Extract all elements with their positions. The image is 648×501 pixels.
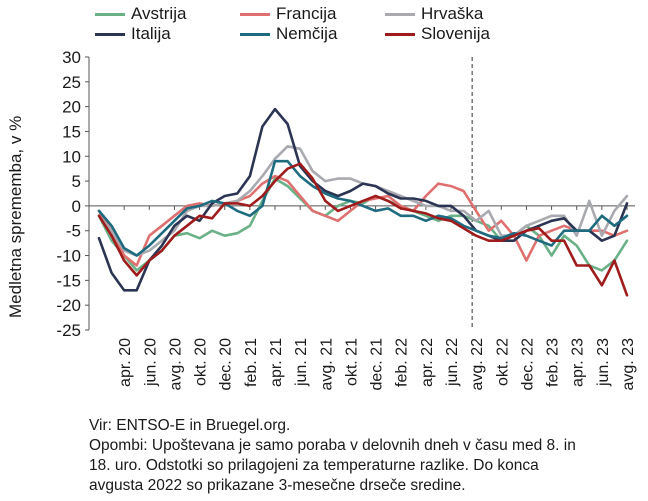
note-line-3: avgusta 2022 so prikazane 3-mesečne drse… bbox=[89, 477, 466, 494]
legend-swatch bbox=[240, 32, 270, 36]
y-tick-label: 10 bbox=[62, 147, 81, 166]
legend-label: Francija bbox=[276, 4, 337, 23]
x-tick-label: avg. 21 bbox=[318, 338, 335, 391]
x-tick-label: apr. 20 bbox=[117, 338, 134, 387]
note-line-1: Opombi: Upoštevana je samo poraba v delo… bbox=[89, 437, 576, 454]
y-tick-label: 25 bbox=[62, 73, 81, 92]
legend-item-hrvaška: Hrvaška bbox=[385, 4, 483, 24]
y-tick-label: 15 bbox=[62, 122, 81, 141]
x-tick-label: dec. 21 bbox=[369, 338, 386, 391]
legend-item-avstrija: Avstrija bbox=[95, 4, 186, 24]
legend-swatch bbox=[385, 32, 415, 36]
y-tick-label: 20 bbox=[62, 98, 81, 117]
series-line-francija bbox=[97, 174, 629, 267]
legend-swatch bbox=[240, 12, 270, 16]
x-tick-label: dec. 22 bbox=[519, 338, 536, 391]
x-tick-label: feb. 23 bbox=[545, 338, 562, 387]
y-axis-label: Medletna sprememba, v % bbox=[6, 115, 25, 318]
y-tick-label: -5 bbox=[66, 222, 81, 241]
x-tick-label: okt. 20 bbox=[193, 338, 210, 386]
y-tick-label: 5 bbox=[72, 172, 81, 191]
legend-swatch bbox=[95, 32, 125, 36]
x-tick-label: avg. 20 bbox=[167, 338, 184, 391]
x-tick-label: feb. 21 bbox=[243, 338, 260, 387]
y-tick-label: -25 bbox=[56, 321, 81, 340]
x-tick-label: avg. 23 bbox=[620, 338, 637, 391]
y-tick-label: -10 bbox=[56, 247, 81, 266]
legend-label: Italija bbox=[131, 24, 171, 43]
y-tick-label: 30 bbox=[62, 48, 81, 67]
x-tick-label: apr. 22 bbox=[419, 338, 436, 387]
series-line-italija bbox=[97, 107, 629, 292]
legend-label: Avstrija bbox=[131, 4, 187, 23]
x-tick-label: okt. 22 bbox=[494, 338, 511, 386]
series-line-nemčija bbox=[97, 159, 629, 257]
legend-swatch bbox=[385, 12, 415, 16]
chart-series-group bbox=[97, 107, 629, 297]
x-tick-label: okt. 21 bbox=[343, 338, 360, 386]
legend-item-nemčija: Nemčija bbox=[240, 24, 337, 44]
x-tick-label: jun. 23 bbox=[595, 338, 612, 387]
legend-label: Slovenija bbox=[421, 24, 490, 43]
y-tick-label: -20 bbox=[56, 296, 81, 315]
legend-swatch bbox=[95, 12, 125, 16]
x-tick-label: jun. 20 bbox=[142, 338, 159, 387]
legend-item-italija: Italija bbox=[95, 24, 171, 44]
x-tick-label: apr. 23 bbox=[570, 338, 587, 387]
notes: Vir: ENTSO-E in Bruegel.org. Opombi: Upo… bbox=[89, 416, 639, 496]
series-line-slovenija bbox=[97, 162, 629, 297]
legend-label: Hrvaška bbox=[421, 4, 484, 23]
x-tick-label: avg. 22 bbox=[469, 338, 486, 391]
y-tick-label: 0 bbox=[72, 197, 81, 216]
legend-label: Nemčija bbox=[276, 24, 338, 43]
x-tick-label: apr. 21 bbox=[268, 338, 285, 387]
x-tick-label: feb. 22 bbox=[394, 338, 411, 387]
chart-axes: -25 -20 -15 -10 -5 0 5 10 15 20 25 30 apr. 20 jun. 20… bbox=[56, 48, 637, 390]
y-tick-label: -15 bbox=[56, 271, 81, 290]
x-tick-label: jun. 22 bbox=[444, 338, 461, 387]
source-note: Vir: ENTSO-E in Bruegel.org. bbox=[89, 417, 291, 434]
x-tick-label: jun. 21 bbox=[293, 338, 310, 387]
legend-item-slovenija: Slovenija bbox=[385, 24, 490, 44]
legend-item-francija: Francija bbox=[240, 4, 336, 24]
x-tick-label: dec. 20 bbox=[218, 338, 235, 391]
note-line-2: 18. uro. Odstotki so prilagojeni za temp… bbox=[89, 457, 539, 474]
